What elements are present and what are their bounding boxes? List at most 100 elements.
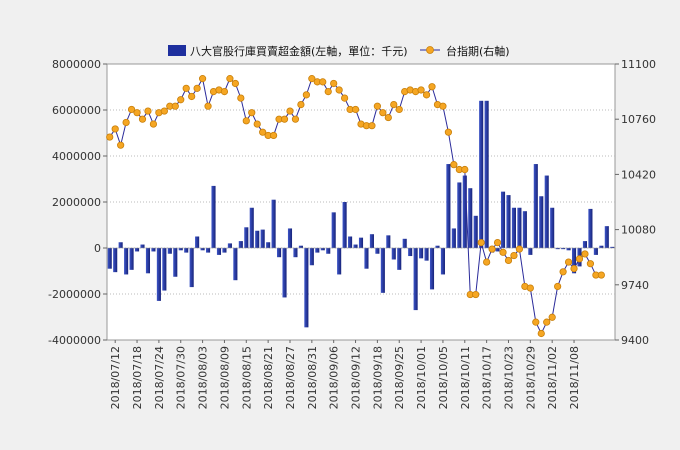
- bar: [408, 248, 413, 257]
- line-point: [341, 94, 349, 102]
- bar: [517, 207, 522, 248]
- line-point: [144, 107, 152, 115]
- line-point: [477, 238, 485, 247]
- bar: [364, 248, 369, 269]
- x-axis-tick-label: 2018/08/31: [306, 346, 319, 409]
- bar: [189, 248, 194, 288]
- plot-area: [106, 63, 616, 341]
- x-axis-tick-label: 2018/09/18: [371, 346, 384, 409]
- right-axis-tick-label: 10420: [621, 168, 656, 181]
- line-point: [368, 122, 376, 130]
- bar: [582, 241, 588, 248]
- line-point: [226, 75, 234, 83]
- line-point: [504, 256, 513, 265]
- line-point: [198, 75, 207, 83]
- line-point: [193, 84, 201, 92]
- bar: [451, 228, 456, 248]
- line-point: [493, 238, 502, 247]
- line-point: [395, 105, 403, 114]
- left-axis-tick-label: 8000000: [52, 58, 101, 71]
- line-point: [220, 88, 229, 96]
- bar: [440, 248, 445, 275]
- bar: [402, 238, 407, 248]
- bar: [348, 236, 353, 248]
- left-axis: -4000000 -2000000 0 2000000 4000000 6000000 80…: [48, 58, 107, 347]
- bar: [249, 207, 254, 248]
- line-point: [570, 264, 578, 273]
- bar: [555, 248, 560, 250]
- bar: [457, 182, 462, 248]
- line-point: [270, 131, 278, 140]
- left-axis-tick-label: 6000000: [52, 104, 101, 117]
- x-axis-tick-label: 2018/07/12: [109, 346, 122, 409]
- bar: [184, 248, 189, 253]
- x-axis-tick-label: 2018/08/09: [218, 346, 231, 409]
- x-axis-tick-label: 2018/11/02: [546, 346, 559, 409]
- bar: [533, 164, 538, 248]
- bar: [571, 248, 577, 274]
- x-axis-tick-label: 2018/08/03: [197, 346, 210, 409]
- bar: [200, 248, 205, 251]
- bar: [315, 248, 320, 253]
- bar: [140, 244, 145, 248]
- line-point: [127, 105, 136, 114]
- bar: [309, 248, 314, 266]
- x-axis-tick-label: 2018/10/29: [524, 346, 537, 409]
- bar: [244, 227, 249, 248]
- left-axis-tick-label: -4000000: [48, 334, 101, 347]
- bar: [195, 236, 200, 248]
- x-axis-tick-label: 2018/09/12: [350, 346, 363, 409]
- bar: [107, 248, 112, 269]
- line-point: [177, 96, 185, 104]
- line-point: [597, 271, 605, 279]
- left-axis-tick-label: 0: [94, 242, 101, 255]
- bar: [129, 248, 134, 270]
- bar: [610, 246, 615, 248]
- bar: [293, 248, 298, 258]
- x-axis-tick-label: 2018/09/25: [393, 346, 406, 409]
- line-point: [122, 118, 130, 127]
- x-axis-tick-label: 2018/10/05: [437, 346, 450, 409]
- bar: [238, 241, 243, 248]
- line-point: [499, 248, 507, 256]
- bar: [320, 248, 325, 251]
- right-axis: 9400 9740 10080 10420 10760 11100: [615, 58, 656, 347]
- right-axis-tick-label: 9740: [621, 279, 649, 292]
- line-point: [117, 141, 125, 149]
- bar: [550, 207, 555, 248]
- line-point: [286, 107, 294, 115]
- bar: [255, 230, 260, 248]
- bar: [386, 235, 391, 248]
- line-point: [259, 128, 267, 136]
- line-point: [564, 258, 573, 266]
- x-axis-tick-label: 2018/10/01: [415, 346, 428, 409]
- bar: [397, 248, 402, 270]
- bar: [222, 248, 227, 253]
- bar: [342, 202, 347, 248]
- line-point: [581, 250, 589, 258]
- bar: [484, 100, 489, 248]
- bar: [495, 248, 500, 252]
- right-axis-tick-label: 11100: [621, 58, 656, 71]
- bar: [473, 215, 478, 248]
- bar: [206, 248, 211, 253]
- legend-bar-label: 八大官股行庫買賣超金額(左軸，單位：千元): [190, 44, 408, 58]
- bar: [145, 248, 151, 274]
- line-point: [138, 115, 147, 123]
- line-point: [515, 245, 524, 253]
- bar: [298, 245, 303, 248]
- x-axis-tick-label: 2018/09/06: [328, 346, 341, 409]
- line-point: [149, 120, 158, 128]
- right-axis-tick-label: 10760: [621, 113, 656, 126]
- bar: [358, 237, 364, 248]
- bar: [604, 226, 609, 248]
- bar: [369, 234, 374, 248]
- bar: [593, 248, 598, 255]
- line-point: [472, 290, 480, 299]
- bar: [282, 248, 287, 298]
- bar: [429, 248, 435, 290]
- bar: [566, 248, 571, 251]
- bar: [588, 208, 593, 248]
- bar-series: [107, 100, 615, 328]
